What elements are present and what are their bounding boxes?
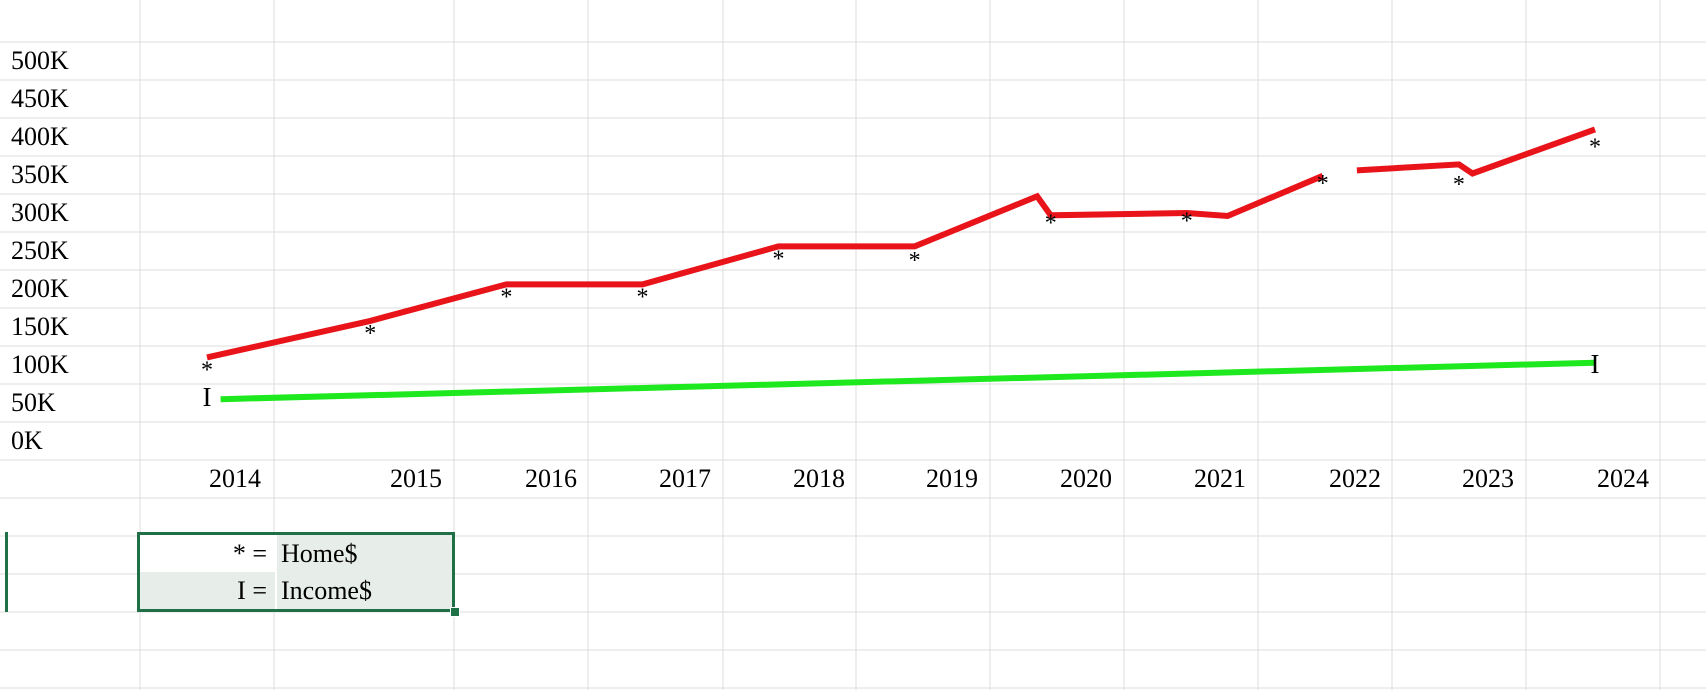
x-tick-label: 2019: [926, 464, 978, 493]
home-marker: *: [909, 248, 921, 274]
y-tick-label: 0K: [11, 426, 43, 455]
y-tick-label: 250K: [11, 236, 69, 265]
home-marker: *: [773, 246, 785, 272]
x-tick-label: 2014: [209, 464, 261, 493]
income-line: [220, 359, 1596, 403]
home-price-line: [206, 173, 1324, 361]
home-marker: *: [364, 321, 376, 347]
y-tick-label: 50K: [11, 388, 56, 417]
legend-box[interactable]: * = Home$ I = Income$: [137, 532, 455, 612]
x-tick-label: 2021: [1194, 464, 1246, 493]
x-tick-label: 2023: [1462, 464, 1514, 493]
home-marker: *: [1181, 208, 1193, 234]
home-marker: *: [1317, 171, 1329, 197]
x-tick-label: 2017: [659, 464, 711, 493]
y-tick-label: 200K: [11, 274, 69, 303]
y-tick-label: 150K: [11, 312, 69, 341]
home-marker: *: [1589, 135, 1601, 161]
income-marker: I: [203, 382, 212, 412]
home-marker: *: [1453, 172, 1465, 198]
legend-row-home[interactable]: * = Home$: [140, 535, 452, 572]
y-tick-label: 100K: [11, 350, 69, 379]
legend-value-home[interactable]: Home$: [277, 535, 452, 572]
y-tick-label: 300K: [11, 198, 69, 227]
home-marker: *: [1045, 211, 1057, 237]
legend-row-income[interactable]: I = Income$: [140, 572, 452, 609]
x-tick-label: 2015: [390, 464, 442, 493]
income-marker: I: [1591, 349, 1600, 379]
legend-key-income[interactable]: I =: [140, 572, 275, 609]
legend-key-home[interactable]: * =: [140, 535, 275, 572]
x-tick-label: 2024: [1597, 464, 1649, 493]
x-tick-label: 2020: [1060, 464, 1112, 493]
x-tick-label: 2016: [525, 464, 577, 493]
x-tick-label: 2022: [1329, 464, 1381, 493]
y-tick-label: 500K: [11, 46, 69, 75]
legend-value-income[interactable]: Income$: [277, 572, 452, 609]
y-tick-label: 350K: [11, 160, 69, 189]
x-tick-label: 2018: [793, 464, 845, 493]
home-price-line: [1356, 126, 1597, 177]
y-tick-label: 400K: [11, 122, 69, 151]
fill-handle[interactable]: [450, 607, 460, 617]
home-marker: *: [201, 357, 213, 383]
home-marker: *: [637, 284, 649, 310]
selected-row-indicator: [5, 532, 8, 612]
y-tick-label: 450K: [11, 84, 69, 113]
home-marker: *: [500, 284, 512, 310]
